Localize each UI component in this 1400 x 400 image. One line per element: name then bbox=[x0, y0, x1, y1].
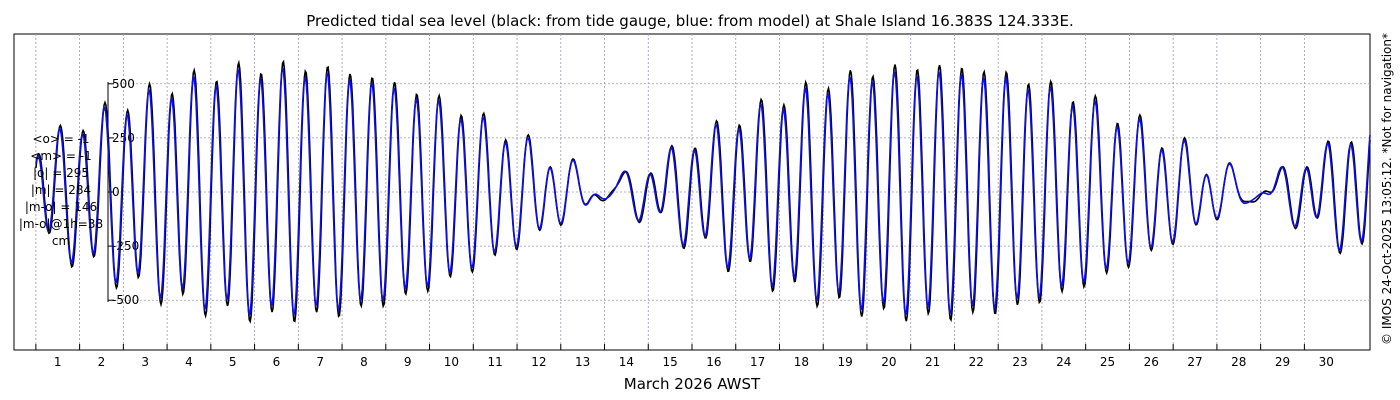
series-line-model bbox=[35, 66, 1371, 318]
x-tick-label: 13 bbox=[575, 355, 590, 369]
x-tick-label: 24 bbox=[1056, 355, 1071, 369]
x-tick-label: 18 bbox=[794, 355, 809, 369]
y-tick-label: 0 bbox=[112, 185, 120, 199]
x-tick-label: 6 bbox=[273, 355, 281, 369]
x-tick-label: 23 bbox=[1012, 355, 1027, 369]
credit-text: © IMOS 24-Oct-2025 13:05:12. *Not for na… bbox=[1380, 33, 1394, 345]
x-tick-label: 3 bbox=[141, 355, 149, 369]
x-tick-label: 30 bbox=[1319, 355, 1334, 369]
x-tick-label: 17 bbox=[750, 355, 765, 369]
y-tick-label: 500 bbox=[112, 77, 135, 91]
x-tick-label: 9 bbox=[404, 355, 412, 369]
x-tick-label: 28 bbox=[1231, 355, 1246, 369]
x-tick-label: 10 bbox=[444, 355, 459, 369]
x-tick-label: 4 bbox=[185, 355, 193, 369]
stats-line-3: |o| = 295 bbox=[33, 166, 89, 180]
x-tick-label: 7 bbox=[316, 355, 324, 369]
stats-line-4: |m| = 284 bbox=[31, 183, 91, 197]
x-tick-label: 27 bbox=[1187, 355, 1202, 369]
stats-unit: cm bbox=[52, 234, 70, 248]
x-tick-label: 19 bbox=[837, 355, 852, 369]
x-tick-label: 21 bbox=[925, 355, 940, 369]
x-tick-label: 29 bbox=[1275, 355, 1290, 369]
x-tick-label: 22 bbox=[969, 355, 984, 369]
x-tick-label: 20 bbox=[881, 355, 896, 369]
x-tick-label: 14 bbox=[619, 355, 634, 369]
x-tick-label: 11 bbox=[488, 355, 503, 369]
x-tick-label: 26 bbox=[1144, 355, 1159, 369]
stats-line-2: <m> = -1 bbox=[30, 149, 91, 163]
stats-line-6: |m-o|@1h=38 bbox=[19, 217, 103, 231]
y-tick-label: -500 bbox=[112, 293, 139, 307]
stats-line-5: |m-o| = 146 bbox=[25, 200, 97, 214]
stats-line-1: <o> = -1 bbox=[32, 132, 89, 146]
x-tick-label: 1 bbox=[54, 355, 62, 369]
x-axis-label: March 2026 AWST bbox=[624, 375, 761, 393]
x-tick-label: 25 bbox=[1100, 355, 1115, 369]
x-tick-label: 15 bbox=[662, 355, 677, 369]
x-tick-label: 12 bbox=[531, 355, 546, 369]
x-tick-label: 16 bbox=[706, 355, 721, 369]
series-lines bbox=[35, 59, 1371, 324]
x-tick-label: 5 bbox=[229, 355, 237, 369]
chart-title: Predicted tidal sea level (black: from t… bbox=[306, 12, 1073, 30]
x-tick-label: 8 bbox=[360, 355, 368, 369]
x-tick-label: 2 bbox=[98, 355, 106, 369]
x-axis-ticks: 1 2 3 4 5 6 7 8 9 10 11 12 13 14 15 16 17 18 19 20 21 22 23 24 2… bbox=[35, 344, 1334, 369]
